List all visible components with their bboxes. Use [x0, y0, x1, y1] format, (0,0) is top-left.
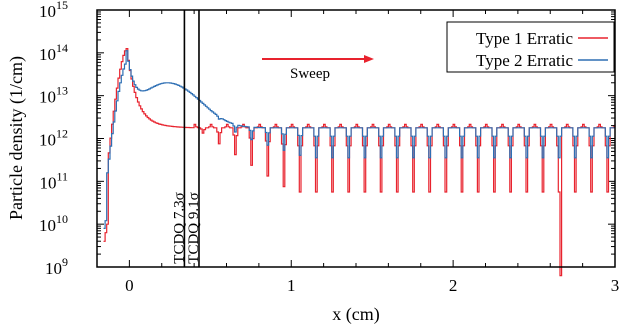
y-axis-label: Particle density (1/cm)	[6, 56, 27, 220]
legend-label-type2: Type 2 Erratic	[476, 51, 573, 70]
x-tick-label: 3	[611, 276, 619, 295]
legend-label-type1: Type 1 Erratic	[476, 29, 573, 48]
plot-frame	[96, 9, 616, 268]
sweep-label: Sweep	[290, 66, 330, 82]
sweep-arrow-head	[364, 55, 374, 63]
x-axis-label: x (cm)	[332, 304, 379, 325]
series-type2-erratic-line	[103, 50, 615, 229]
y-tick-label: 1011	[39, 169, 68, 192]
series-lines	[103, 48, 616, 277]
sweep-annotation: Sweep	[262, 55, 374, 82]
series-type1-erratic-line	[103, 48, 616, 277]
x-tick-label: 0	[125, 276, 134, 295]
y-tick-label: 1014	[39, 41, 68, 64]
tcdq-marker-label: TCDQ 7.3σ	[171, 192, 187, 263]
legend-box	[446, 21, 615, 73]
y-tick-label: 1012	[39, 127, 68, 150]
y-tick-label: 1010	[39, 212, 68, 235]
axis-tick-labels: 0 1 2 3 109 1010 1011 1012 1013 1014 1015	[39, 0, 619, 295]
x-tick-label: 1	[287, 276, 296, 295]
x-tick-label: 2	[449, 276, 458, 295]
y-tick-label: 1015	[39, 0, 68, 21]
y-tick-label: 109	[45, 255, 68, 278]
y-tick-label: 1013	[39, 84, 68, 107]
tcdq-marker-label: TCDQ 9.1σ	[186, 192, 202, 263]
legend: Type 1 Erratic Type 2 Erratic	[446, 21, 615, 73]
